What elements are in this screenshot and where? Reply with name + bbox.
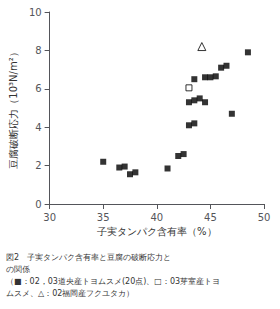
svg-text:（■：02，03道央産トヨムスメ(20点)、□：03芽室産ト: （■：02，03道央産トヨムスメ(20点)、□：03芽室産トヨ [6, 277, 220, 286]
svg-text:35: 35 [97, 212, 110, 223]
svg-text:6: 6 [35, 83, 41, 94]
svg-text:50: 50 [258, 212, 271, 223]
svg-text:40: 40 [150, 212, 163, 223]
svg-text:子実タンパク含有率（%）: 子実タンパク含有率（%） [97, 226, 217, 237]
svg-text:8: 8 [35, 45, 41, 56]
svg-text:図2 子実タンパク含有率と豆腐の破断応力と: 図2 子実タンパク含有率と豆腐の破断応力と [6, 253, 171, 262]
svg-text:ムスメ、△：02福岡産フクユタカ）: ムスメ、△：02福岡産フクユタカ） [6, 289, 134, 298]
svg-text:45: 45 [204, 212, 217, 223]
svg-text:30: 30 [43, 212, 56, 223]
svg-text:4: 4 [35, 122, 41, 133]
svg-text:2: 2 [35, 160, 41, 171]
svg-text:10: 10 [29, 7, 42, 18]
svg-text:0: 0 [35, 199, 41, 210]
svg-text:の関係: の関係 [6, 265, 30, 274]
svg-text:豆腐破断応力（10³N/m²）: 豆腐破断応力（10³N/m²） [8, 47, 19, 168]
